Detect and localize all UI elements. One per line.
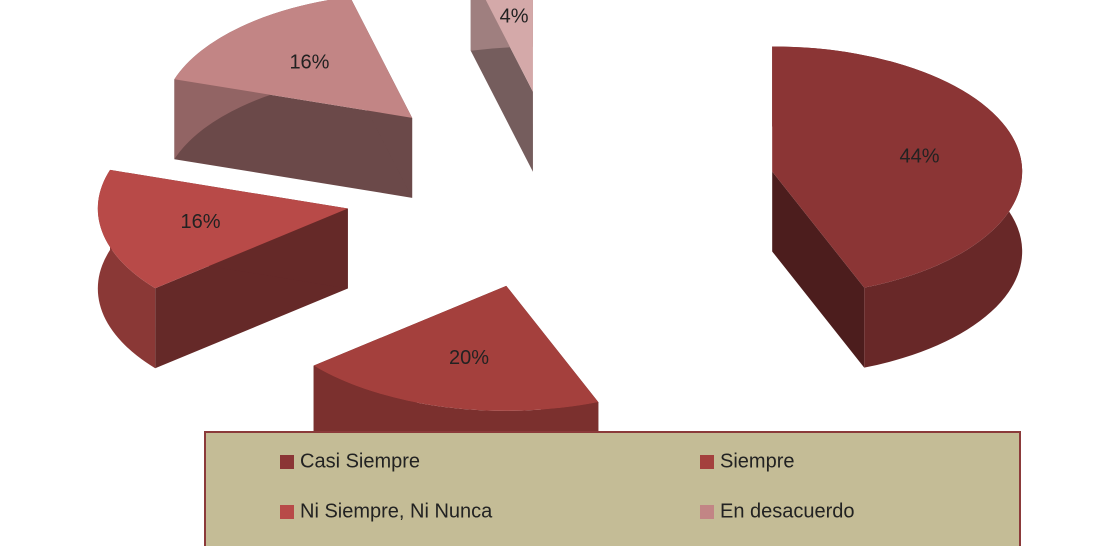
legend-box: [204, 431, 1021, 546]
data-label: 16%: [180, 211, 220, 233]
slice-side: [772, 171, 865, 368]
legend-label: Siempre: [720, 450, 794, 472]
slice-rim: [97, 169, 156, 369]
legend-label: En desacuerdo: [720, 500, 855, 522]
slice-top: [772, 46, 1023, 288]
legend-swatch: [700, 455, 714, 469]
legend: Casi Siempre Siempre Ni Siempre, Ni Nunca E…: [280, 450, 855, 522]
legend-swatch: [280, 455, 294, 469]
legend-label: Ni Siempre, Ni Nunca: [300, 500, 493, 522]
legend-label: Casi Siempre: [300, 450, 420, 472]
data-label: 20%: [449, 347, 489, 369]
slice-top: [174, 0, 413, 118]
pie-slice: 16%: [174, 0, 413, 198]
slice-top: [97, 169, 348, 289]
data-label: 44%: [900, 146, 940, 168]
pie: 4% 16% 44% 16% 20%: [97, 0, 1023, 491]
slice-top: [485, 0, 533, 92]
legend-swatch: [700, 505, 714, 519]
data-label: 16%: [289, 51, 329, 73]
data-label: 4%: [500, 6, 529, 28]
pie-slice: 44%: [772, 46, 1023, 368]
slice-top: [313, 285, 599, 411]
pie-slice: 16%: [97, 169, 348, 369]
pie-slice: 4%: [470, 0, 533, 172]
legend-swatch: [280, 505, 294, 519]
